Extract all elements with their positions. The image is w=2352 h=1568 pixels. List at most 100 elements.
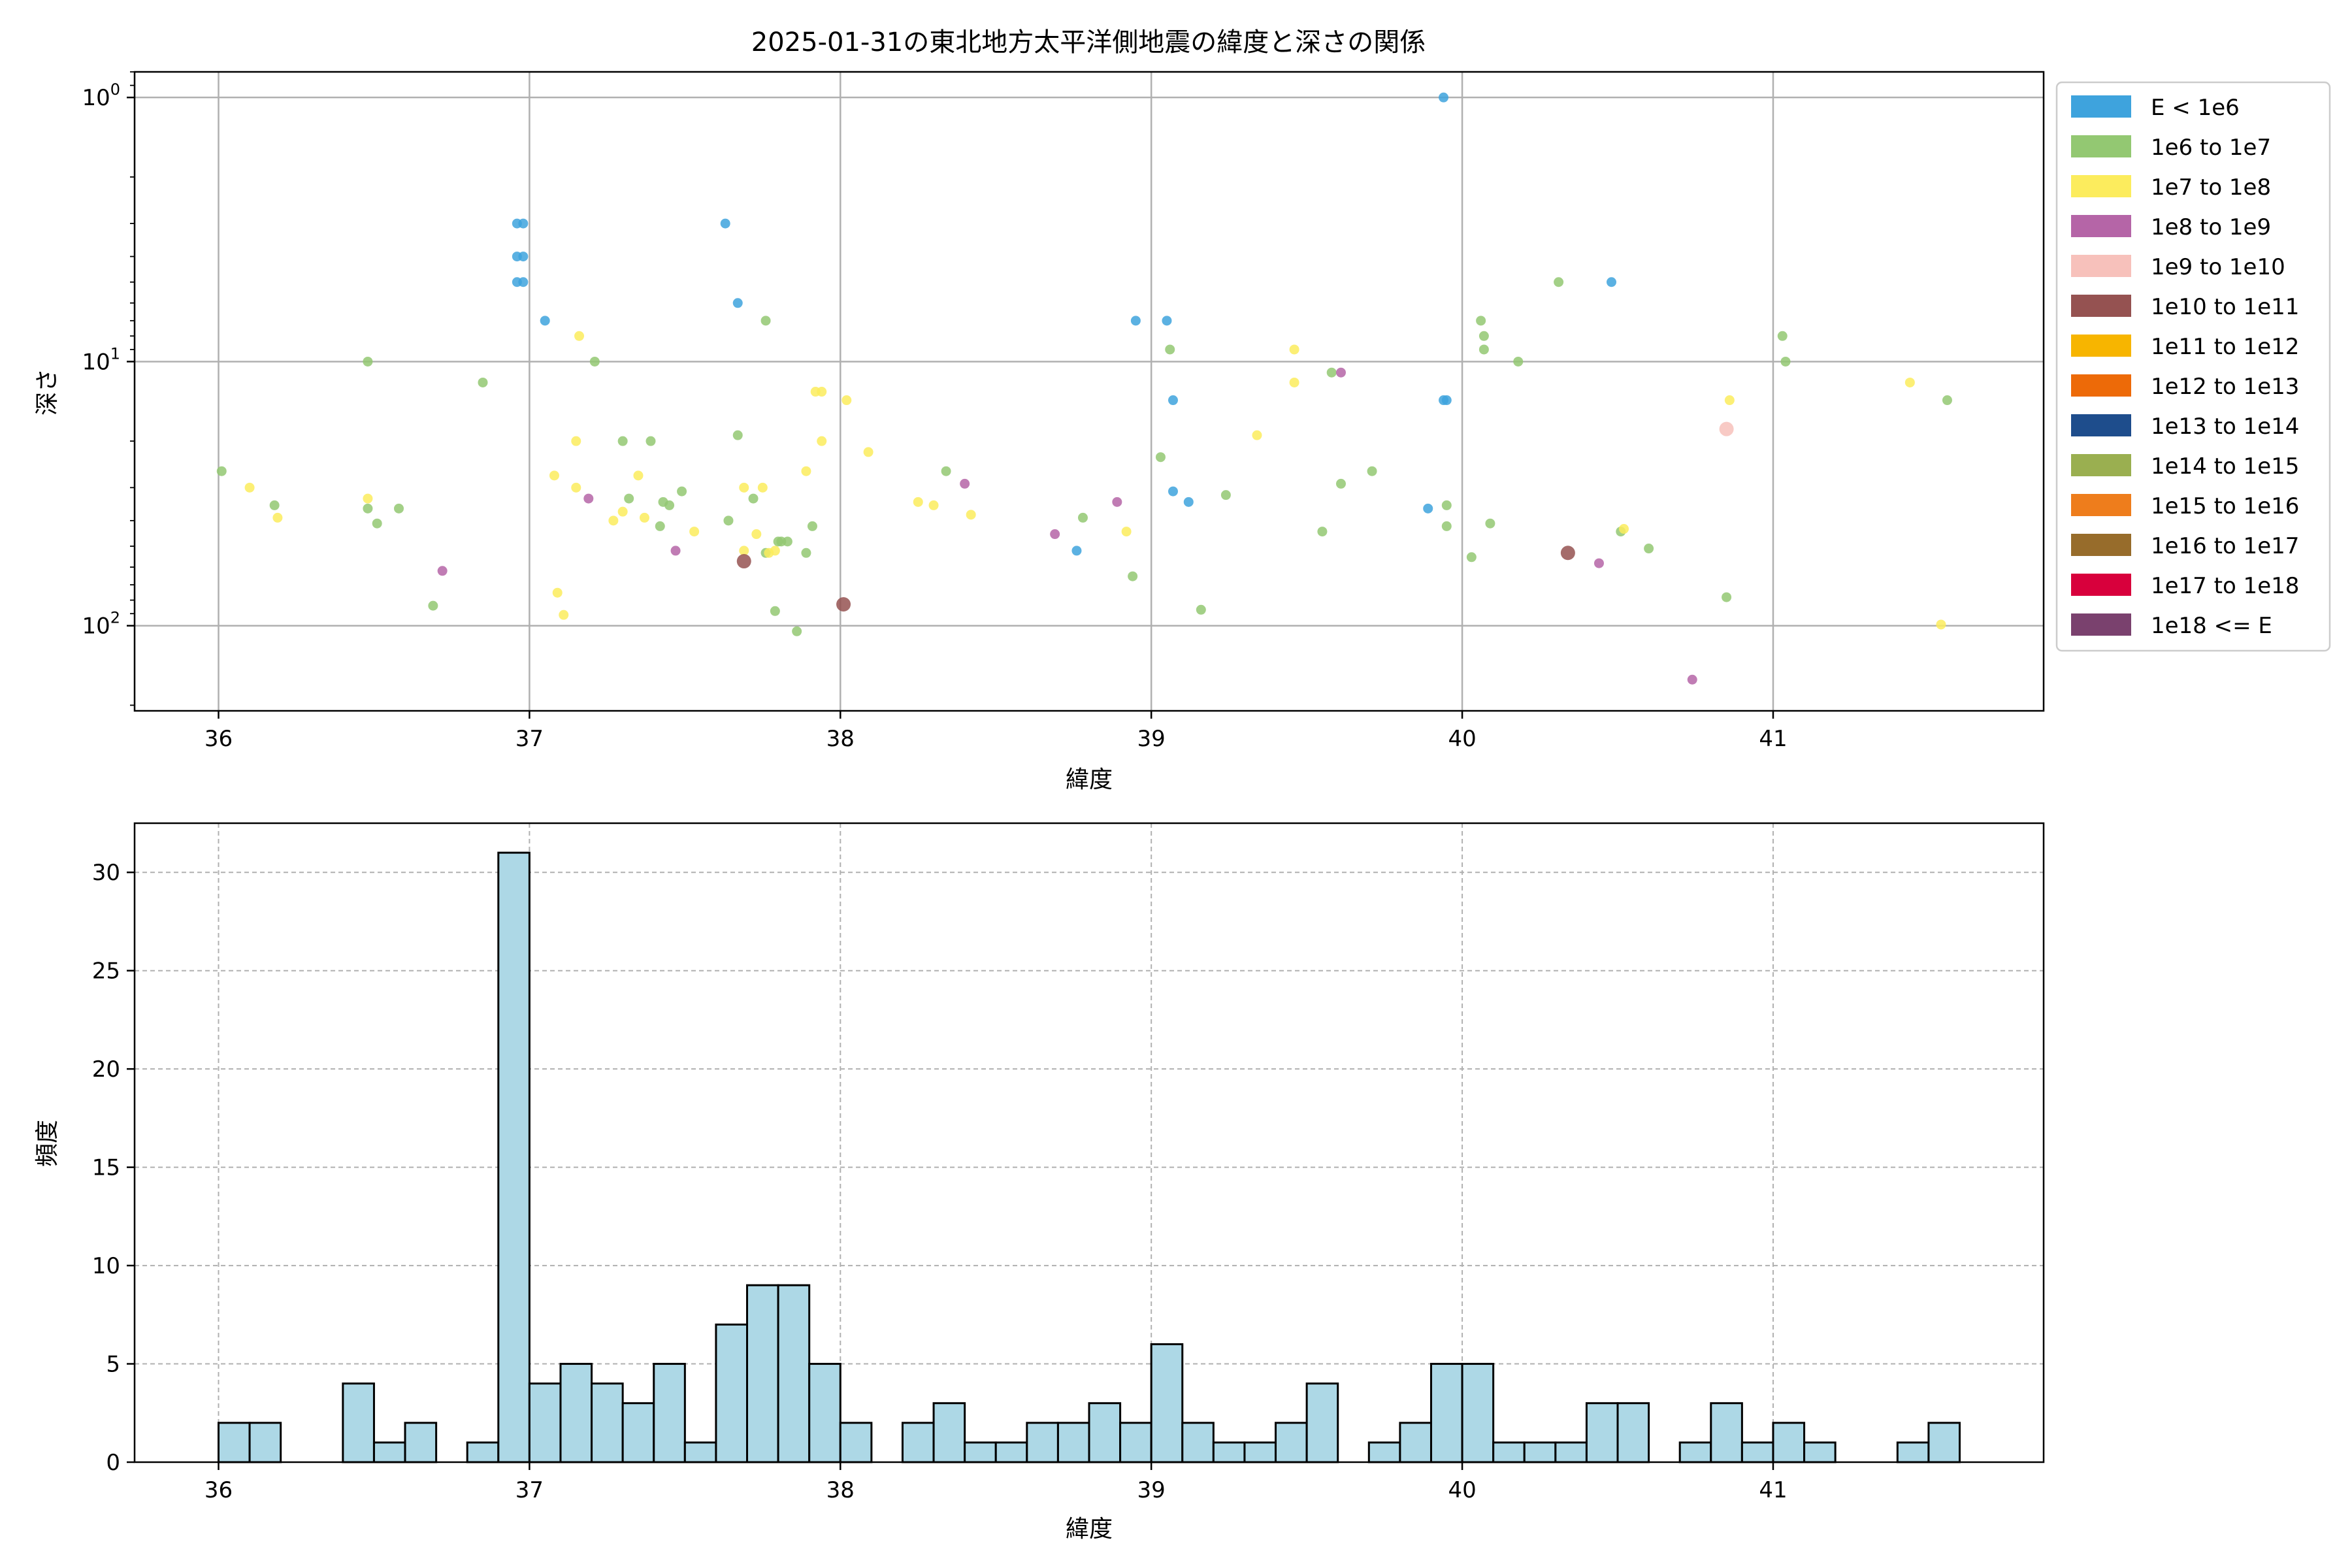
histogram-x-tick-label: 39 [1137, 1477, 1166, 1503]
legend-label: 1e11 to 1e12 [2151, 334, 2299, 360]
histogram-bar [1119, 1422, 1152, 1463]
histogram-y-ticks: 0 5 10 15 20 25 30 [92, 860, 135, 1476]
scatter-point [817, 436, 827, 446]
histogram-bar [1740, 1441, 1774, 1463]
scatter-point [792, 626, 802, 636]
scatter-point [664, 500, 675, 510]
scatter-grid [135, 72, 2044, 711]
scatter-point [1168, 395, 1178, 406]
scatter-point [1128, 571, 1138, 581]
legend-label: 1e15 to 1e16 [2151, 493, 2299, 519]
histogram-bar [1803, 1441, 1837, 1463]
histogram-y-tick-label: 25 [92, 958, 120, 985]
scatter-point [363, 493, 373, 504]
scatter-point [1466, 552, 1477, 563]
scatter-point [552, 587, 563, 598]
histogram-bar [1678, 1441, 1712, 1463]
scatter-point [1220, 490, 1231, 500]
scatter-point [1335, 478, 1346, 489]
scatter-point [770, 546, 780, 556]
scatter-point [428, 600, 438, 611]
legend-label: 1e16 to 1e17 [2151, 533, 2299, 559]
scatter-x-tick-label: 38 [826, 726, 855, 752]
legend-label: 1e12 to 1e13 [2151, 374, 2299, 400]
legend-swatch [2071, 95, 2131, 118]
scatter-point [1162, 316, 1172, 326]
legend-label: 1e18 <= E [2151, 613, 2272, 639]
scatter-point [244, 482, 255, 493]
scatter-point [639, 512, 649, 523]
scatter-point [1687, 674, 1697, 685]
scatter-point [1071, 546, 1082, 556]
legend-label: 1e17 to 1e18 [2151, 573, 2299, 599]
histogram-bar [1399, 1422, 1432, 1463]
scatter-point [1644, 544, 1654, 554]
scatter-x-tick-label: 40 [1448, 726, 1476, 752]
scatter-point [1485, 518, 1495, 529]
scatter-point [655, 521, 665, 531]
scatter-point [1560, 546, 1575, 561]
legend-swatch [2071, 135, 2131, 157]
scatter-point [617, 436, 628, 446]
scatter-point [720, 218, 730, 229]
scatter-point [677, 486, 687, 497]
histogram-bar [591, 1382, 624, 1463]
scatter-point [801, 547, 811, 558]
scatter-y-tick-label: 102 [82, 609, 120, 640]
histogram-bar [1585, 1402, 1619, 1463]
scatter-point [574, 331, 585, 341]
histogram-bar [1243, 1441, 1277, 1463]
scatter-point [633, 470, 644, 481]
scatter-point [1317, 527, 1328, 537]
legend-swatch [2071, 215, 2131, 237]
legend-box [2055, 81, 2331, 652]
histogram-bar [1461, 1363, 1495, 1463]
legend-swatch [2071, 613, 2131, 636]
scatter-point [589, 356, 600, 367]
histogram-plot-area [133, 822, 2045, 1463]
scatter-point [723, 515, 734, 526]
scatter-x-tick-label: 41 [1759, 726, 1787, 752]
scatter-point [1289, 377, 1299, 387]
histogram-bar [1896, 1441, 1930, 1463]
legend-label: 1e13 to 1e14 [2151, 414, 2299, 440]
scatter-point [571, 482, 581, 493]
scatter-point [801, 466, 811, 476]
histogram-x-tick-label: 36 [204, 1477, 233, 1503]
scatter-point [518, 277, 529, 287]
histogram-x-label: 緯度 [1066, 1516, 1113, 1543]
scatter-point [1183, 497, 1194, 507]
scatter-point [1513, 356, 1524, 367]
histogram-y-label: 頻度 [34, 1120, 61, 1167]
scatter-point [1607, 277, 1617, 287]
histogram-bar [901, 1422, 935, 1463]
scatter-x-ticks: 36 37 38 39 40 41 [204, 711, 1788, 752]
histogram-bar [994, 1441, 1028, 1463]
histogram-bar [746, 1284, 779, 1463]
histogram-y-tick-label: 15 [92, 1155, 120, 1181]
scatter-point [437, 566, 448, 576]
scatter-point [1423, 503, 1433, 514]
scatter-point [549, 470, 559, 481]
scatter-point [540, 316, 550, 326]
scatter-point [817, 387, 827, 397]
histogram-bar [1710, 1402, 1743, 1463]
scatter-point [394, 503, 404, 514]
legend-swatch [2071, 295, 2131, 317]
scatter-y-ticks: 100 101 102 [82, 80, 135, 640]
legend-label: E < 1e6 [2151, 95, 2240, 121]
histogram-y-tick-label: 0 [106, 1450, 120, 1476]
histogram-x-tick-label: 38 [826, 1477, 855, 1503]
histogram-x-tick-label: 40 [1448, 1477, 1476, 1503]
scatter-point [757, 482, 768, 493]
scatter-point [1936, 619, 1946, 630]
scatter-point [518, 252, 529, 262]
legend-swatch [2071, 374, 2131, 397]
scatter-point [732, 430, 743, 440]
scatter-point [216, 466, 227, 476]
scatter-point [518, 218, 529, 229]
legend-label: 1e8 to 1e9 [2151, 214, 2271, 240]
legend: E < 1e6 1e6 to 1e7 1e7 to 1e8 1e8 to 1e9 1e9… [2071, 95, 2299, 639]
scatter-point [559, 610, 569, 620]
scatter-point [624, 493, 634, 504]
